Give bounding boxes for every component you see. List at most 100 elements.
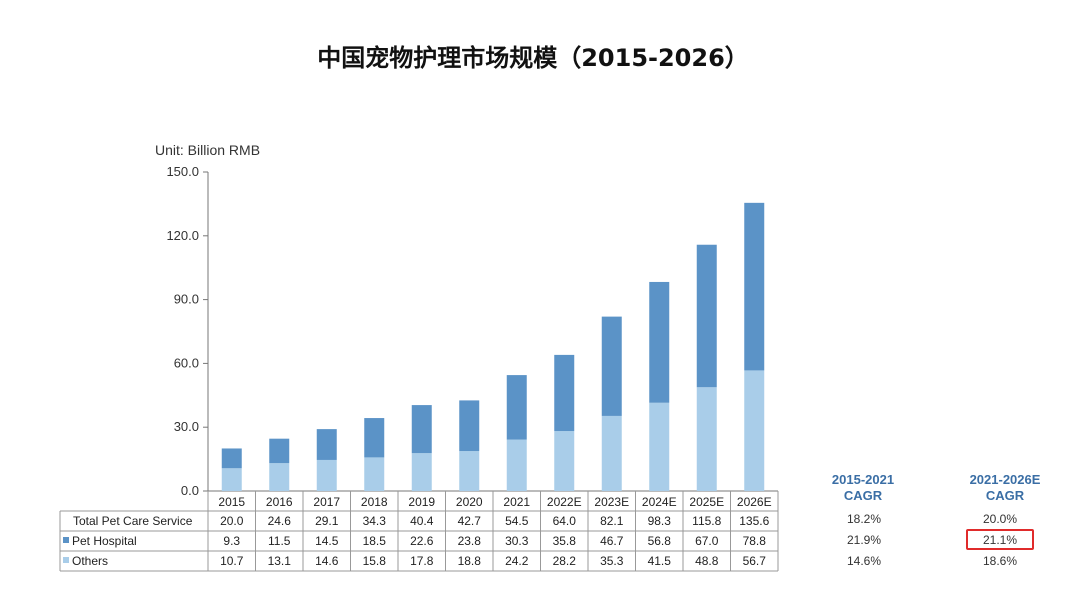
bar-others-2024E xyxy=(649,402,670,491)
bar-pet-hospital-2015 xyxy=(221,448,242,469)
table-cell: 35.3 xyxy=(600,554,624,568)
bar-pet-hospital-2022E xyxy=(554,354,575,432)
cagr-header-line1: 2015-2021 xyxy=(831,472,895,487)
table-cell: 15.8 xyxy=(363,554,387,568)
table-cell: 22.6 xyxy=(410,534,434,548)
bar-pet-hospital-2025E xyxy=(696,244,717,388)
table-cell: 24.6 xyxy=(268,514,292,528)
table-cell: 10.7 xyxy=(220,554,244,568)
table-cell: 24.2 xyxy=(505,554,529,568)
bar-others-2021 xyxy=(506,439,527,491)
bar-others-2018 xyxy=(364,457,385,491)
table-cell: 42.7 xyxy=(458,514,482,528)
x-category-label: 2023E xyxy=(594,495,629,509)
cagr-header-2021-2026: 2021-2026E CAGR xyxy=(955,472,1055,504)
table-cell: 82.1 xyxy=(600,514,624,528)
table-row-label: Others xyxy=(72,554,108,568)
table-cell: 35.8 xyxy=(553,534,577,548)
cagr-header-line2: CAGR xyxy=(985,488,1025,503)
cagr-header-line2: CAGR xyxy=(843,488,883,503)
cagr-value-hospital-2015-2021: 21.9% xyxy=(846,533,882,547)
y-tick-label: 150.0 xyxy=(166,164,199,179)
table-cell: 98.3 xyxy=(648,514,672,528)
bar-pet-hospital-2024E xyxy=(649,281,670,403)
table-cell: 18.5 xyxy=(363,534,387,548)
table-cell: 14.5 xyxy=(315,534,339,548)
table-row-label: Pet Hospital xyxy=(72,534,137,548)
x-category-label: 2025E xyxy=(689,495,724,509)
table-cell: 115.8 xyxy=(692,514,721,528)
table-cell: 28.2 xyxy=(553,554,577,568)
bar-others-2022E xyxy=(554,431,575,491)
table-row-label: Total Pet Care Service xyxy=(73,514,193,528)
y-tick-label: 60.0 xyxy=(174,355,199,370)
x-category-label: 2022E xyxy=(547,495,582,509)
bar-pet-hospital-2023E xyxy=(601,316,622,416)
table-cell: 41.5 xyxy=(648,554,672,568)
legend-swatch-others xyxy=(63,557,69,563)
bar-others-2025E xyxy=(696,387,717,491)
cagr-value-others-2021-2026: 18.6% xyxy=(982,554,1018,568)
x-category-label: 2018 xyxy=(361,495,388,509)
legend-swatch-pet-hospital xyxy=(63,537,69,543)
highlight-box xyxy=(966,529,1034,550)
cagr-value-hospital-2021-2026: 21.1% xyxy=(982,533,1018,547)
y-tick-label: 0.0 xyxy=(181,483,199,498)
x-category-label: 2026E xyxy=(737,495,772,509)
y-tick-label: 90.0 xyxy=(174,292,199,307)
bar-others-2020 xyxy=(459,451,480,491)
cagr-value-others-2015-2021: 14.6% xyxy=(846,554,882,568)
cagr-header-line1: 2021-2026E xyxy=(969,472,1041,487)
bar-pet-hospital-2017 xyxy=(316,429,337,460)
table-cell: 17.8 xyxy=(410,554,434,568)
bar-others-2026E xyxy=(744,370,765,491)
cagr-value-total-2021-2026: 20.0% xyxy=(982,512,1018,526)
x-category-label: 2016 xyxy=(266,495,293,509)
table-cell: 54.5 xyxy=(505,514,529,528)
table-cell: 9.3 xyxy=(223,534,240,548)
table-cell: 18.8 xyxy=(458,554,482,568)
table-cell: 11.5 xyxy=(268,534,291,548)
x-category-label: 2021 xyxy=(503,495,530,509)
table-cell: 48.8 xyxy=(695,554,719,568)
table-cell: 56.8 xyxy=(648,534,672,548)
bar-others-2016 xyxy=(269,463,290,491)
y-tick-label: 120.0 xyxy=(166,228,199,243)
table-cell: 78.8 xyxy=(743,534,767,548)
x-category-label: 2019 xyxy=(408,495,435,509)
table-cell: 64.0 xyxy=(553,514,577,528)
bar-others-2019 xyxy=(411,453,432,491)
table-cell: 40.4 xyxy=(410,514,434,528)
bar-others-2015 xyxy=(221,468,242,491)
unit-label: Unit: Billion RMB xyxy=(155,142,261,158)
table-cell: 135.6 xyxy=(739,514,769,528)
table-cell: 67.0 xyxy=(695,534,719,548)
x-category-label: 2017 xyxy=(313,495,340,509)
table-cell: 46.7 xyxy=(600,534,624,548)
table-cell: 20.0 xyxy=(220,514,244,528)
x-category-label: 2020 xyxy=(456,495,483,509)
bar-pet-hospital-2020 xyxy=(459,400,480,452)
table-cell: 23.8 xyxy=(458,534,482,548)
table-cell: 56.7 xyxy=(743,554,767,568)
table-cell: 13.1 xyxy=(268,554,292,568)
bar-pet-hospital-2016 xyxy=(269,438,290,464)
table-cell: 34.3 xyxy=(363,514,387,528)
y-tick-label: 30.0 xyxy=(174,419,199,434)
cagr-value-total-2015-2021: 18.2% xyxy=(846,512,882,526)
x-category-label: 2015 xyxy=(218,495,245,509)
bar-pet-hospital-2026E xyxy=(744,202,765,371)
chart-title: 中国宠物护理市场规模（2015-2026） xyxy=(317,44,749,72)
cagr-header-2015-2021: 2015-2021 CAGR xyxy=(818,472,908,504)
table-cell: 30.3 xyxy=(505,534,529,548)
bar-pet-hospital-2019 xyxy=(411,405,432,454)
table-cell: 14.6 xyxy=(315,554,339,568)
bar-pet-hospital-2021 xyxy=(506,375,527,440)
bar-pet-hospital-2018 xyxy=(364,418,385,458)
bar-others-2023E xyxy=(601,415,622,491)
bar-others-2017 xyxy=(316,459,337,491)
table-cell: 29.1 xyxy=(315,514,339,528)
x-category-label: 2024E xyxy=(642,495,677,509)
